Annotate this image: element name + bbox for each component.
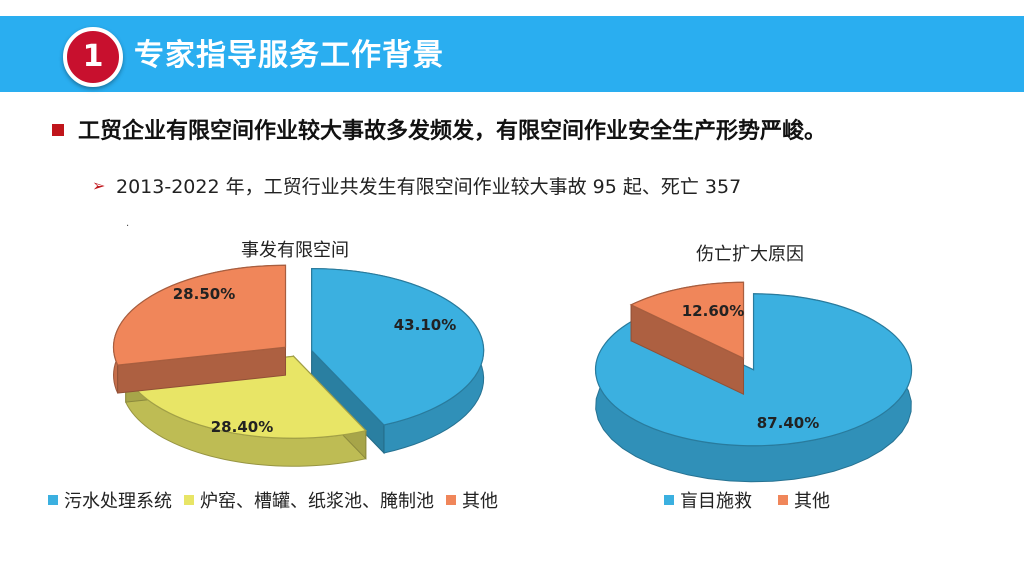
- chart2-title: 伤亡扩大原因: [696, 244, 804, 265]
- pie-slice-top: [311, 267, 485, 426]
- legend-item: 盲目施救: [664, 487, 752, 513]
- data-label: 28.50%: [173, 285, 235, 303]
- data-label: 12.60%: [682, 302, 744, 320]
- legend-swatch-orange: [446, 495, 456, 505]
- sub-bullet-text: 2013-2022 年，工贸行业共发生有限空间作业较大事故 95 起、死亡 35…: [116, 176, 742, 198]
- chart2-legend: 盲目施救 其他: [664, 487, 842, 513]
- legend-label: 盲目施救: [680, 491, 752, 512]
- legend-label: 其他: [794, 491, 830, 512]
- legend-item: 其他: [446, 487, 498, 513]
- pie-slice: [629, 281, 745, 396]
- legend-swatch-blue: [48, 495, 58, 505]
- pie-slice: [311, 267, 485, 455]
- legend-item: 炉窑、槽罐、纸浆池、腌制池: [184, 487, 434, 513]
- legend-label: 污水处理系统: [64, 491, 172, 512]
- data-label: 28.40%: [211, 418, 273, 436]
- legend-swatch-yellow: [184, 495, 194, 505]
- pie-chart-1: [112, 264, 485, 467]
- legend-item: 污水处理系统: [48, 487, 172, 513]
- title-bar: [0, 16, 1024, 92]
- legend-label: 其他: [462, 491, 498, 512]
- legend-swatch-orange: [778, 495, 788, 505]
- pie-slice-top: [112, 264, 287, 366]
- legend-label: 炉窑、槽罐、纸浆池、腌制池: [200, 491, 434, 512]
- data-label: 87.40%: [757, 414, 819, 432]
- chart1-title: 事发有限空间: [241, 240, 349, 261]
- pie-slice: [112, 264, 287, 394]
- pie-chart-2: [594, 281, 913, 483]
- arrow-bullet-icon: ➢: [92, 176, 106, 195]
- chart1-legend: 污水处理系统 炉窑、槽罐、纸浆池、腌制池 其他: [48, 487, 510, 513]
- pie-slice-top: [594, 293, 913, 447]
- legend-swatch-blue: [664, 495, 674, 505]
- pie-slice-top: [629, 281, 745, 360]
- data-label: 43.10%: [394, 316, 456, 334]
- section-number-badge: 1: [63, 27, 123, 87]
- stray-dot: .: [126, 218, 130, 229]
- main-bullet-text: 工贸企业有限空间作业较大事故多发频发，有限空间作业安全生产形势严峻。: [78, 119, 827, 144]
- page-title: 专家指导服务工作背景: [134, 38, 444, 73]
- square-bullet-icon: [52, 124, 64, 136]
- legend-item: 其他: [778, 487, 830, 513]
